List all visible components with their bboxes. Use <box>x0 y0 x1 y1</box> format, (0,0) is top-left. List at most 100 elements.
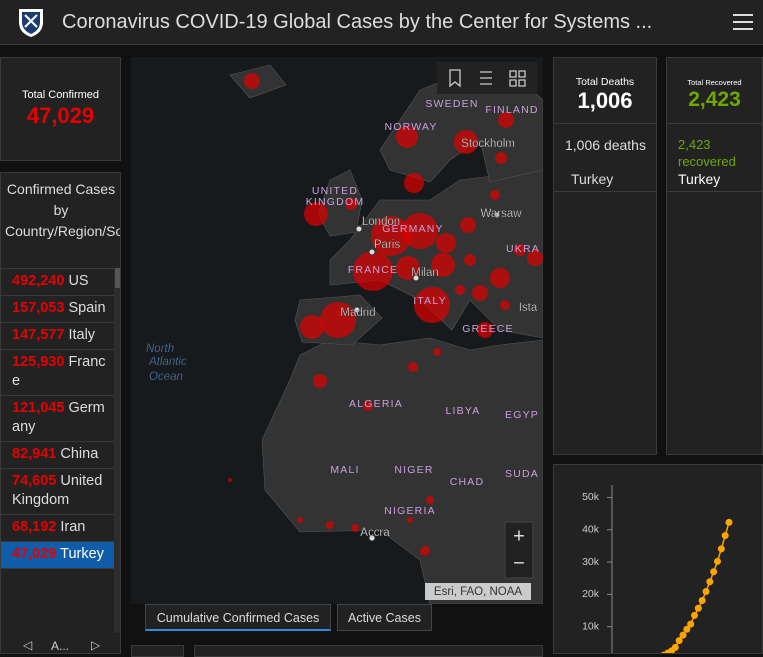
case-marker[interactable] <box>304 202 328 226</box>
case-marker[interactable] <box>414 287 450 323</box>
case-marker[interactable] <box>404 173 424 193</box>
recovered-count: 2,423 <box>678 137 711 152</box>
recovered-place: Turkey <box>678 171 721 187</box>
tab-active[interactable]: Active Cases <box>337 604 432 631</box>
point <box>679 631 687 639</box>
confirmed-list: 492,240 US 157,053 Spain 147,577 Italy 125,… <box>1 268 114 569</box>
case-marker[interactable] <box>326 521 334 529</box>
map-label: Madrid <box>340 307 375 319</box>
menu-button[interactable] <box>733 13 753 31</box>
case-marker[interactable] <box>464 254 476 266</box>
country-row[interactable]: 47,029 Turkey <box>1 542 114 569</box>
point <box>698 597 706 605</box>
point <box>725 518 733 526</box>
map-label: Ista <box>519 302 538 314</box>
case-marker[interactable] <box>495 152 507 164</box>
case-marker[interactable] <box>454 130 478 154</box>
case-marker[interactable] <box>396 126 418 148</box>
case-marker[interactable] <box>514 244 526 256</box>
country-count: 492,240 <box>12 273 65 289</box>
point <box>714 557 721 565</box>
deaths-count: 1,006 <box>565 137 601 153</box>
case-marker[interactable] <box>363 401 373 411</box>
country-name: China <box>60 446 99 462</box>
deaths-unit: deaths <box>603 137 646 153</box>
case-marker[interactable] <box>396 256 420 280</box>
country-row[interactable]: 492,240 US <box>1 269 114 296</box>
zoom-in[interactable]: + <box>513 525 525 547</box>
y-tick-label: 50k <box>582 491 600 503</box>
map-label: FINLAND <box>485 104 538 116</box>
map-label: MALI <box>330 464 359 476</box>
case-marker[interactable] <box>527 250 543 266</box>
nav-next[interactable]: ▷ <box>91 638 101 652</box>
case-marker[interactable] <box>490 190 500 200</box>
case-markers <box>228 73 543 556</box>
country-count: 157,053 <box>12 300 65 316</box>
nav-prev[interactable]: ◁ <box>23 638 33 652</box>
case-marker[interactable] <box>300 315 324 339</box>
country-count: 47,029 <box>12 546 57 562</box>
y-tick-label: 10k <box>582 620 600 632</box>
country-count: 125,930 <box>12 354 65 370</box>
map-label: GERMANY <box>382 223 444 235</box>
deaths-detail: 1,006 deaths <box>565 137 646 153</box>
country-count: 82,941 <box>12 446 57 462</box>
case-marker[interactable] <box>433 348 441 356</box>
case-marker[interactable] <box>500 300 510 310</box>
case-marker[interactable] <box>351 524 359 532</box>
case-marker[interactable] <box>371 216 411 256</box>
case-marker[interactable] <box>460 217 476 233</box>
country-row[interactable]: 157,053 Spain <box>1 296 114 323</box>
country-name: US <box>68 273 89 289</box>
country-row[interactable]: 68,192 Iran <box>1 515 114 542</box>
line <box>666 522 730 653</box>
country-row[interactable]: 147,577 Italy <box>1 323 114 350</box>
country-count: 121,045 <box>12 400 65 416</box>
map-label: London <box>362 216 400 228</box>
case-marker[interactable] <box>420 546 430 556</box>
chart: 10k 20k 30k 40k 50k <box>582 485 733 653</box>
country-name: Spain <box>68 300 106 316</box>
case-marker[interactable] <box>472 285 488 301</box>
bookmark-button[interactable] <box>449 69 461 88</box>
country-row[interactable]: 125,930 France <box>1 350 114 396</box>
case-marker[interactable] <box>402 213 438 249</box>
basemap-button[interactable] <box>509 70 526 87</box>
point <box>671 643 679 651</box>
case-marker[interactable] <box>353 251 393 291</box>
map-label: Stockholm <box>461 138 515 150</box>
case-marker[interactable] <box>498 112 514 128</box>
case-marker[interactable] <box>345 198 357 210</box>
y-tick-label: 20k <box>582 588 600 600</box>
case-marker[interactable] <box>244 73 260 89</box>
case-marker[interactable] <box>228 478 232 482</box>
case-marker[interactable] <box>407 517 413 523</box>
case-marker[interactable] <box>426 496 434 504</box>
tab-cumulative[interactable]: Cumulative Confirmed Cases <box>145 604 331 631</box>
zoom-out[interactable]: − <box>513 552 525 574</box>
country-count: 147,577 <box>12 327 65 343</box>
case-marker[interactable] <box>436 233 456 253</box>
header-title: Coronavirus COVID-19 Global Cases by the… <box>62 11 653 33</box>
case-marker[interactable] <box>313 374 327 388</box>
case-marker[interactable] <box>490 268 510 288</box>
map-label: Milan <box>411 267 438 279</box>
case-marker[interactable] <box>408 362 418 372</box>
case-marker[interactable] <box>320 302 356 338</box>
map[interactable]: SWEDEN FINLAND NORWAY Stockholm UNITEDKINGDO… <box>131 57 543 604</box>
scrollbar[interactable] <box>114 268 120 633</box>
case-marker[interactable] <box>297 517 303 523</box>
case-marker[interactable] <box>455 285 465 295</box>
case-marker[interactable] <box>431 253 455 277</box>
logo <box>19 9 43 37</box>
country-row[interactable]: 74,605 United Kingdom <box>1 469 114 515</box>
bottom-panel <box>194 645 543 657</box>
country-row[interactable]: 82,941 China <box>1 442 114 469</box>
legend-button[interactable] <box>480 71 492 85</box>
total-confirmed-label: Total Confirmed <box>21 89 100 101</box>
country-row[interactable]: 121,045 Germany <box>1 396 114 442</box>
map-label: UNITED <box>312 185 358 197</box>
case-marker[interactable] <box>477 322 493 338</box>
point <box>710 568 718 576</box>
